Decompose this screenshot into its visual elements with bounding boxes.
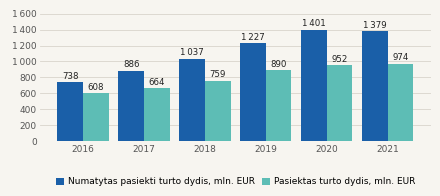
Legend: Numatytas pasiekti turto dydis, mln. EUR, Pasiektas turto dydis, mln. EUR: Numatytas pasiekti turto dydis, mln. EUR…: [52, 174, 418, 190]
Bar: [327, 65, 352, 141]
Bar: [205, 81, 231, 141]
Bar: [83, 93, 109, 141]
Text: 1 227: 1 227: [241, 33, 265, 42]
Bar: [388, 64, 414, 141]
Text: 952: 952: [331, 55, 348, 64]
Bar: [144, 88, 169, 141]
Bar: [301, 30, 327, 141]
Bar: [118, 71, 144, 141]
Text: 1 037: 1 037: [180, 48, 204, 57]
Text: 1 379: 1 379: [363, 21, 387, 30]
Bar: [57, 82, 83, 141]
Text: 974: 974: [392, 53, 409, 62]
Bar: [180, 59, 205, 141]
Text: 759: 759: [209, 71, 226, 80]
Text: 664: 664: [149, 78, 165, 87]
Text: 1 401: 1 401: [302, 19, 326, 28]
Text: 738: 738: [62, 72, 78, 81]
Text: 890: 890: [271, 60, 287, 69]
Text: 886: 886: [123, 60, 139, 69]
Bar: [362, 31, 388, 141]
Bar: [266, 70, 291, 141]
Text: 608: 608: [88, 83, 104, 92]
Bar: [240, 44, 266, 141]
